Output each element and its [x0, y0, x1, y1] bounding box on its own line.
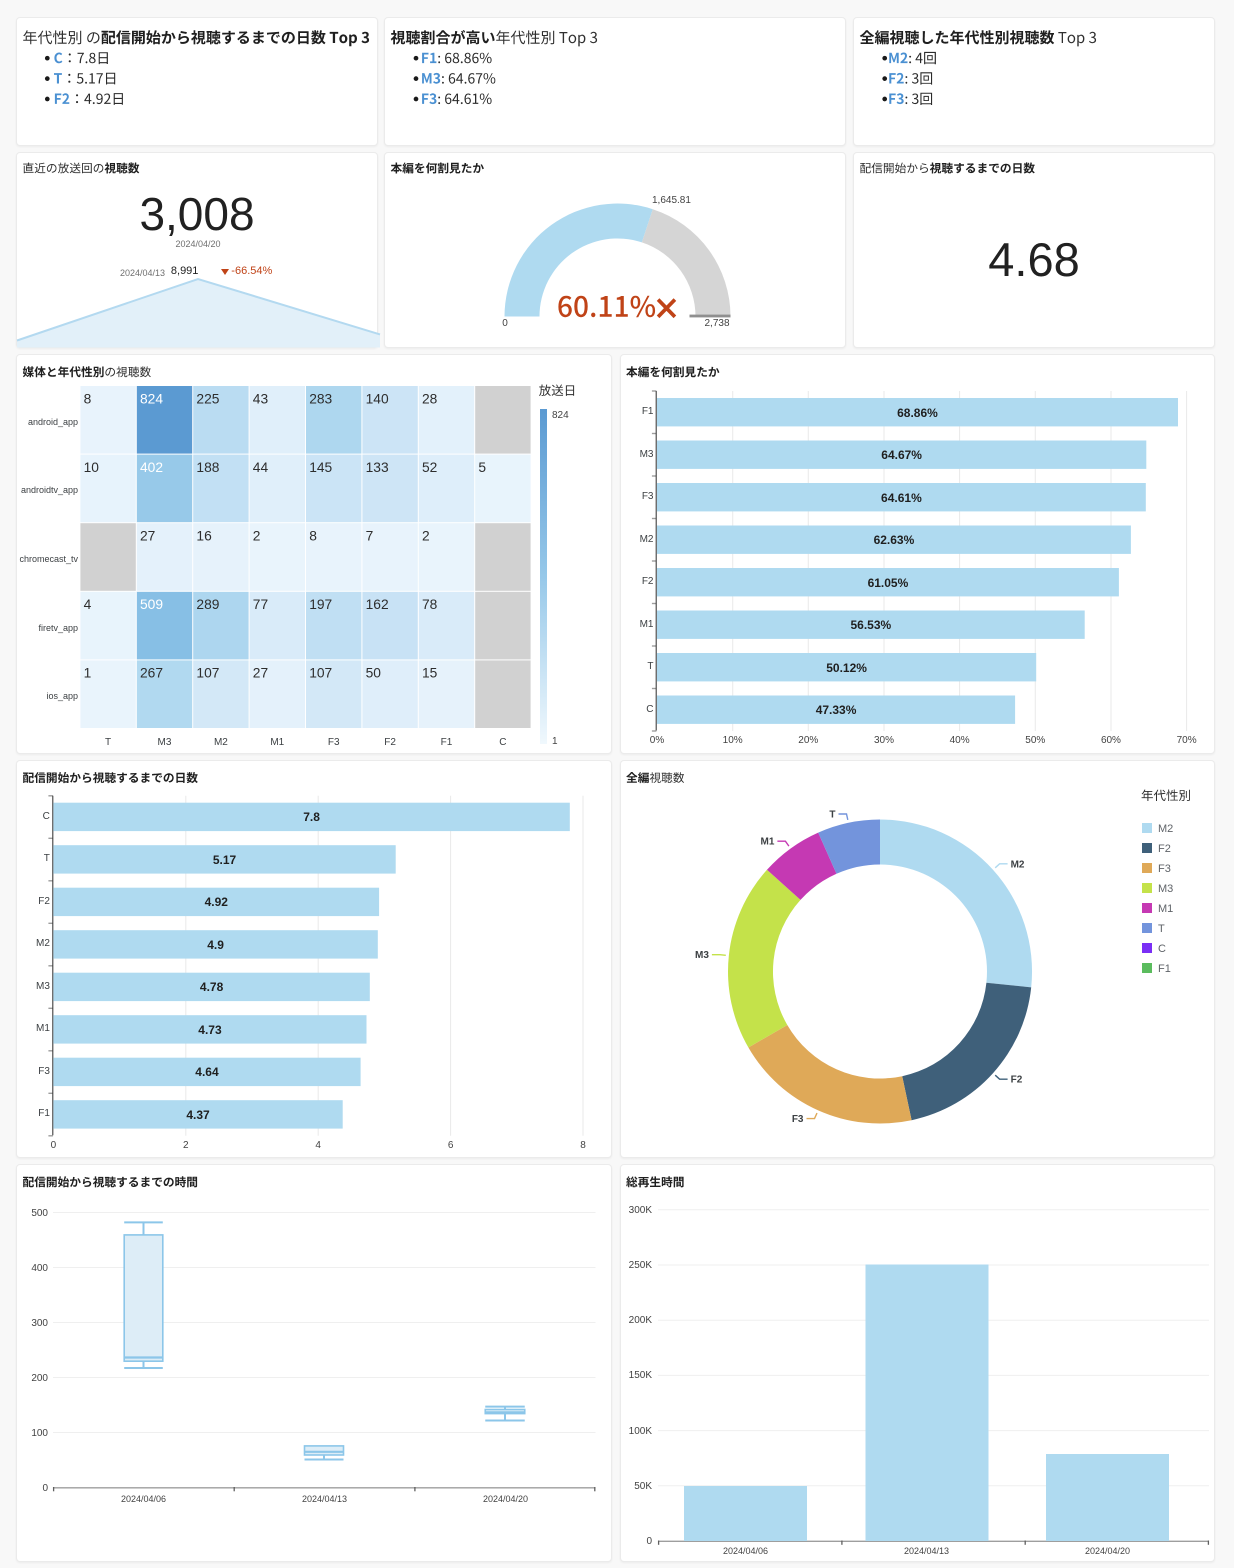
svg-text:197: 197 — [309, 597, 332, 612]
svg-text:283: 283 — [309, 391, 332, 406]
svg-text:225: 225 — [196, 391, 219, 406]
svg-text:162: 162 — [366, 597, 389, 612]
svg-text:78: 78 — [422, 597, 438, 612]
svg-text:8: 8 — [84, 391, 92, 406]
svg-text:188: 188 — [196, 460, 219, 475]
svg-text:4: 4 — [84, 597, 92, 612]
svg-text:10: 10 — [84, 460, 100, 475]
svg-text:5: 5 — [478, 460, 486, 475]
svg-text:43: 43 — [253, 391, 269, 406]
svg-text:107: 107 — [309, 666, 332, 681]
svg-text:402: 402 — [140, 460, 163, 475]
svg-text:27: 27 — [253, 666, 268, 681]
svg-text:107: 107 — [196, 666, 219, 681]
svg-text:52: 52 — [422, 460, 437, 475]
svg-text:T: T — [1158, 923, 1165, 935]
svg-text:824: 824 — [140, 391, 163, 406]
svg-text:1: 1 — [84, 666, 92, 681]
svg-text:77: 77 — [253, 597, 268, 612]
svg-text:F2: F2 — [1158, 843, 1171, 855]
svg-text:F2: F2 — [1011, 1075, 1023, 1086]
svg-text:2: 2 — [253, 529, 261, 544]
svg-text:145: 145 — [309, 460, 332, 475]
svg-text:2: 2 — [422, 529, 430, 544]
svg-text:50: 50 — [366, 666, 382, 681]
svg-text:133: 133 — [366, 460, 389, 475]
svg-text:44: 44 — [253, 460, 269, 475]
svg-text:28: 28 — [422, 391, 438, 406]
svg-text:M2: M2 — [1158, 823, 1173, 835]
svg-text:F3: F3 — [1158, 863, 1171, 875]
svg-text:M2: M2 — [1011, 859, 1025, 870]
svg-text:16: 16 — [196, 529, 212, 544]
svg-text:289: 289 — [196, 597, 219, 612]
svg-text:15: 15 — [422, 666, 438, 681]
svg-text:F3: F3 — [792, 1114, 804, 1125]
svg-text:M1: M1 — [1158, 903, 1173, 915]
svg-text:7: 7 — [366, 529, 374, 544]
svg-text:F1: F1 — [1158, 963, 1171, 975]
svg-text:M3: M3 — [1158, 883, 1173, 895]
svg-text:27: 27 — [140, 529, 155, 544]
svg-text:C: C — [1158, 943, 1166, 955]
svg-text:M1: M1 — [760, 837, 774, 848]
svg-text:8: 8 — [309, 529, 317, 544]
svg-text:M3: M3 — [695, 950, 709, 961]
svg-text:267: 267 — [140, 666, 163, 681]
svg-text:140: 140 — [366, 391, 389, 406]
svg-text:T: T — [829, 810, 835, 821]
svg-text:509: 509 — [140, 597, 163, 612]
